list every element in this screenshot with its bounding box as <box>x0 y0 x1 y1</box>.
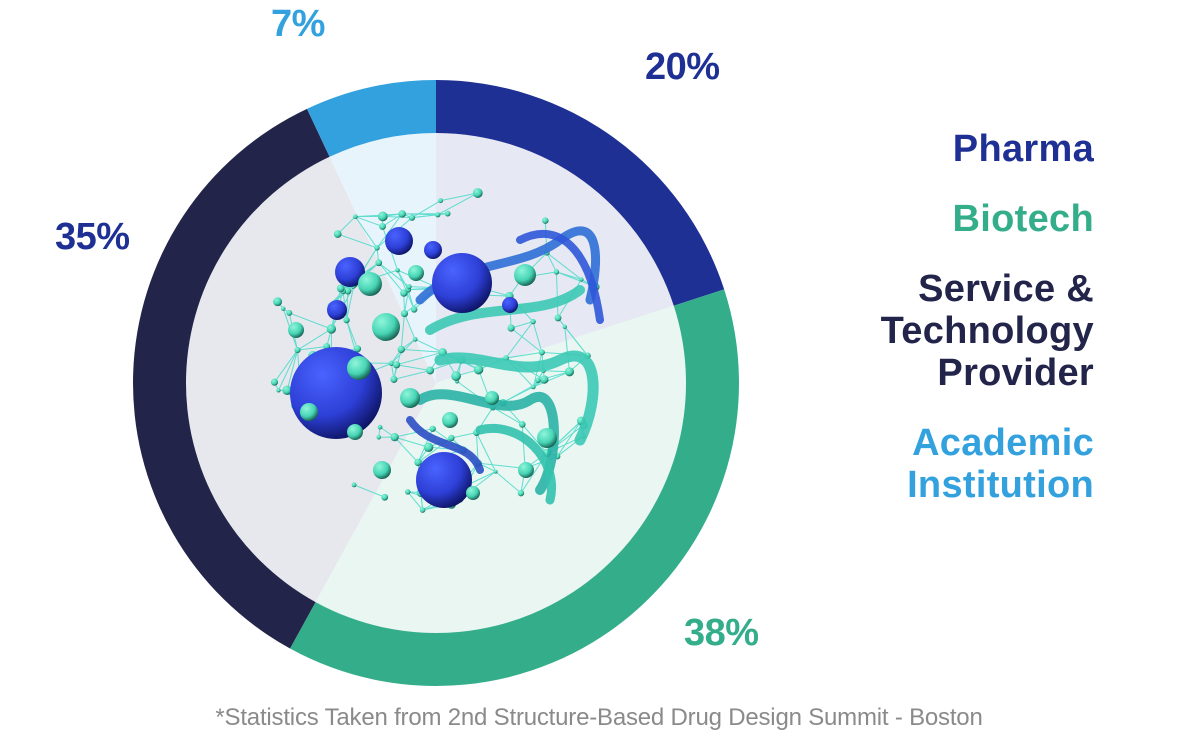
label-pharma-pct: 20% <box>645 46 720 88</box>
donut-ring <box>132 80 739 686</box>
donut-inner-wedge <box>329 133 436 383</box>
label-biotech-pct: 38% <box>684 612 759 654</box>
legend-item-biotech: Biotech <box>774 198 1094 240</box>
legend-label-line-1: Service & <box>918 268 1094 310</box>
legend-item-pharma: Pharma <box>774 128 1094 170</box>
label-academic-pct: 7% <box>271 3 325 45</box>
donut-segment-pharma <box>436 80 725 306</box>
legend-label: Pharma <box>952 128 1094 170</box>
donut-inner-wedge <box>436 133 674 383</box>
donut-inner-fills <box>185 133 686 633</box>
legend-item-academic-institution: Academic Institution <box>774 422 1094 506</box>
donut-segment-biotech <box>290 289 739 686</box>
donut-segment-academic-institution <box>306 80 436 157</box>
legend-label: Biotech <box>952 198 1094 240</box>
legend-label-line-2: Technology <box>880 310 1094 352</box>
legend: Pharma Biotech Service & Technology Prov… <box>774 128 1094 534</box>
legend-label-line-2: Institution <box>907 464 1094 506</box>
legend-label-line-1: Academic <box>912 422 1094 464</box>
legend-item-service-technology-provider: Service & Technology Provider <box>774 268 1094 394</box>
footnote: *Statistics Taken from 2nd Structure-Bas… <box>215 704 983 731</box>
molecule-illustration <box>270 188 604 513</box>
label-service-pct: 35% <box>55 216 130 258</box>
donut-segment-service-technology-provider <box>132 108 330 649</box>
legend-label-line-3: Provider <box>937 352 1094 394</box>
